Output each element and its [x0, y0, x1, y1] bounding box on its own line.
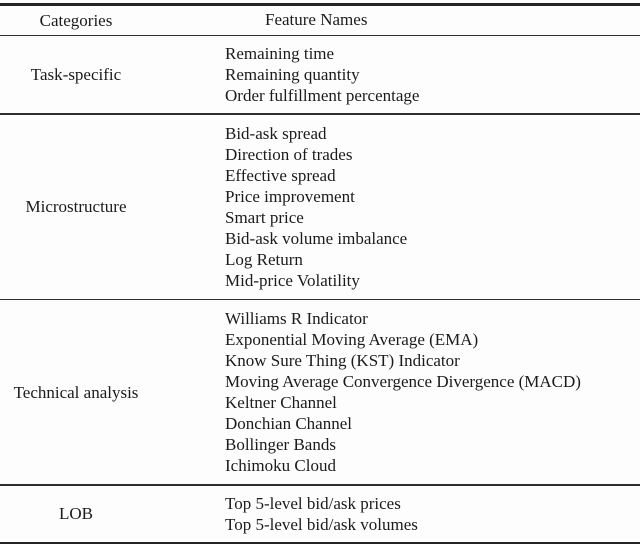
feature-item: Effective spread	[225, 165, 336, 185]
feature-item: Exponential Moving Average (EMA)	[225, 330, 479, 349]
table-row-lob: LOB Top 5-level bid/ask prices Top 5-lev…	[0, 486, 640, 542]
category-cell: Task-specific	[30, 65, 122, 84]
top-rule	[0, 3, 640, 6]
feature-item: Remaining quantity	[225, 65, 360, 84]
bottom-rule	[0, 541, 640, 544]
table-row-microstructure: Microstructure Bid-ask spread Direction …	[0, 115, 640, 299]
feature-item: Moving Average Convergence Divergence (M…	[225, 372, 581, 391]
feature-list: Bid-ask spread Direction of trades Effec…	[152, 123, 640, 291]
feature-item: Smart price	[225, 207, 304, 227]
section-divider-rule	[0, 484, 640, 486]
category-cell: Technical analysis	[13, 382, 139, 402]
section-divider-rule	[0, 298, 640, 300]
table-row-task-specific: Task-specific Remaining time Remaining q…	[0, 36, 640, 113]
feature-item: Ichimoku Cloud	[225, 456, 336, 475]
column-header-feature-names: Feature Names	[265, 10, 368, 29]
table-header-row: Categories Feature Names	[0, 6, 640, 35]
feature-item: Log Return	[225, 249, 303, 269]
feature-item: Keltner Channel	[225, 393, 337, 412]
feature-item: Bid-ask spread	[225, 123, 327, 143]
feature-table: Categories Feature Names Task-specific R…	[0, 3, 640, 544]
column-header-categories: Categories	[39, 10, 113, 30]
feature-item: Know Sure Thing (KST) Indicator	[225, 351, 460, 370]
feature-item: Order fulfillment percentage	[225, 86, 420, 105]
feature-item: Bollinger Bands	[225, 435, 336, 454]
feature-list: Williams R Indicator Exponential Moving …	[152, 308, 640, 476]
feature-item: Williams R Indicator	[225, 309, 368, 328]
section-divider-rule	[0, 113, 640, 115]
feature-item: Bid-ask volume imbalance	[225, 228, 408, 248]
header-divider-rule	[0, 34, 640, 36]
feature-list: Top 5-level bid/ask prices Top 5-level b…	[152, 493, 640, 535]
feature-item: Direction of trades	[225, 144, 353, 164]
feature-list: Remaining time Remaining quantity Order …	[152, 43, 640, 106]
feature-item: Top 5-level bid/ask prices	[225, 493, 401, 513]
category-cell: LOB	[59, 504, 93, 523]
feature-item: Mid-price Volatility	[225, 270, 360, 290]
feature-item: Top 5-level bid/ask volumes	[225, 514, 418, 534]
feature-item: Price improvement	[225, 186, 355, 206]
feature-item: Remaining time	[225, 44, 335, 63]
feature-item: Donchian Channel	[225, 414, 352, 433]
table-row-technical-analysis: Technical analysis Williams R Indicator …	[0, 300, 640, 484]
category-cell: Microstructure	[25, 197, 127, 216]
